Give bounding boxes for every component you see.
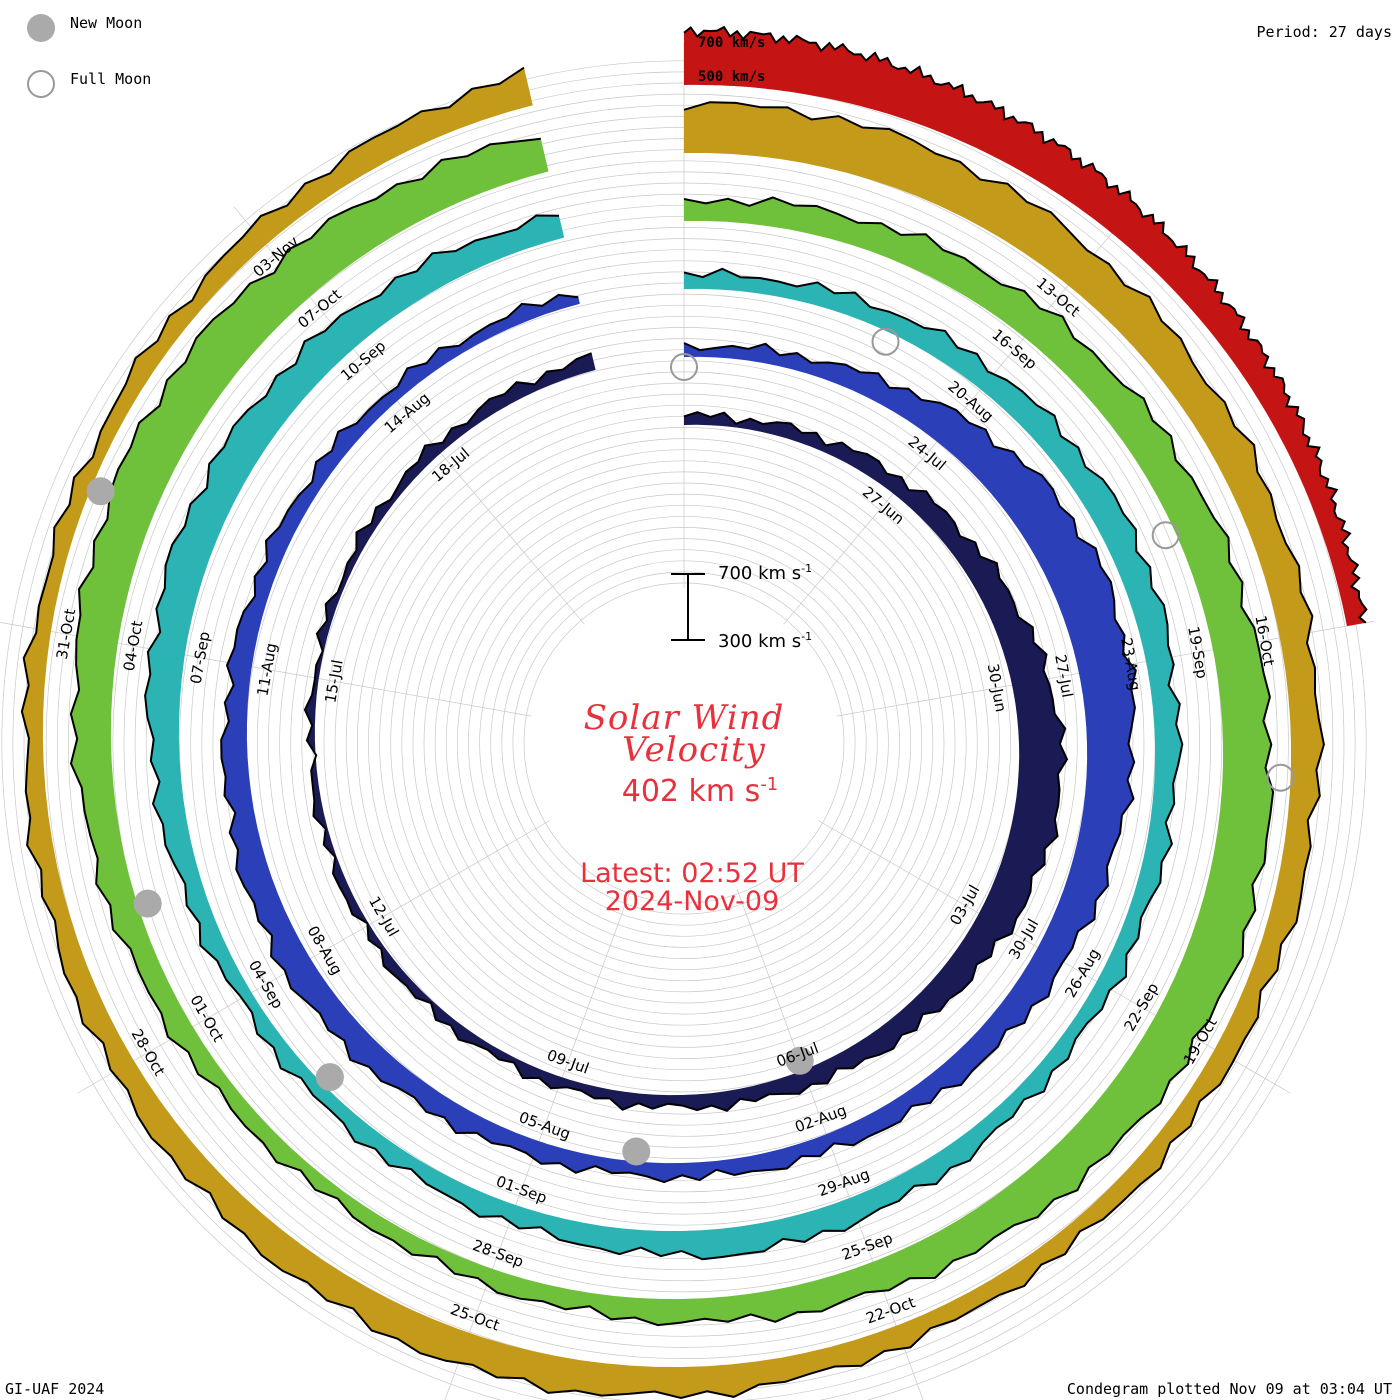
scale-bar: [687, 573, 689, 641]
full-moon-marker: [670, 353, 698, 381]
full-moon-marker: [1151, 521, 1180, 550]
velocity-trace: [69, 137, 1275, 1327]
velocity-rings: [20, 25, 1368, 1400]
title-line2: Velocity: [622, 730, 766, 770]
moon-markers: [86, 327, 1295, 1166]
speed-unit: km s: [688, 774, 761, 809]
current-speed: 402 km s-1: [0, 774, 1400, 809]
new-moon-marker: [86, 477, 115, 506]
date-label: 04-Oct: [120, 619, 147, 672]
footer-credit: GI-UAF 2024: [5, 1380, 105, 1398]
full-moon-label: Full Moon: [70, 70, 152, 88]
velocity-trace: [144, 214, 1184, 1261]
latest-time: Latest: 02:52 UT: [580, 858, 804, 889]
period-label: Period: 27 days: [1256, 23, 1392, 41]
grid-spoke: [77, 820, 550, 1094]
new-moon-marker: [315, 1063, 344, 1092]
plot-timestamp: Condegram plotted Nov 09 at 03:04 UT: [1066, 1380, 1392, 1398]
full-moon-marker: [871, 327, 900, 356]
full-moon-icon: [27, 70, 55, 98]
new-moon-marker: [622, 1137, 651, 1166]
latest-date: 2024-Nov-09: [604, 886, 780, 917]
velocity-trace: [303, 352, 1069, 1112]
scale-top-exp: -1: [801, 562, 813, 575]
reference-label-500: 500 km/s: [698, 69, 766, 85]
new-moon-marker: [785, 1046, 814, 1075]
velocity-band: [684, 27, 1367, 627]
date-label: 11-Aug: [254, 642, 281, 698]
scale-bar-top-tick: [671, 573, 705, 575]
scale-top-value: 700: [718, 563, 753, 584]
velocity-trace: [20, 66, 1325, 1400]
speed-unit-exp: -1: [760, 774, 779, 795]
scale-bottom-value: 300: [718, 631, 753, 652]
new-moon-icon: [27, 14, 55, 42]
velocity-trace: [220, 293, 1137, 1184]
reference-label-700: 700 km/s: [698, 35, 766, 51]
date-label: 19-Sep: [1184, 625, 1211, 680]
title-line1: Solar Wind: [583, 698, 785, 738]
scale-bottom-label: 300 km s-1: [718, 630, 812, 652]
date-label: 09-Jul: [544, 1046, 591, 1078]
scale-top-label: 700 km s-1: [718, 562, 812, 584]
new-moon-marker: [133, 889, 162, 918]
full-moon-marker: [1266, 763, 1295, 792]
scale-bar-bottom-tick: [671, 639, 705, 641]
speed-value: 402: [621, 774, 679, 809]
scale-bottom-unit: km s: [758, 631, 802, 652]
scale-bottom-exp: -1: [801, 630, 813, 643]
new-moon-label: New Moon: [70, 14, 143, 32]
scale-top-unit: km s: [758, 563, 802, 584]
velocity-trace: [683, 25, 1368, 624]
date-label: 27-Jul: [1051, 653, 1076, 699]
